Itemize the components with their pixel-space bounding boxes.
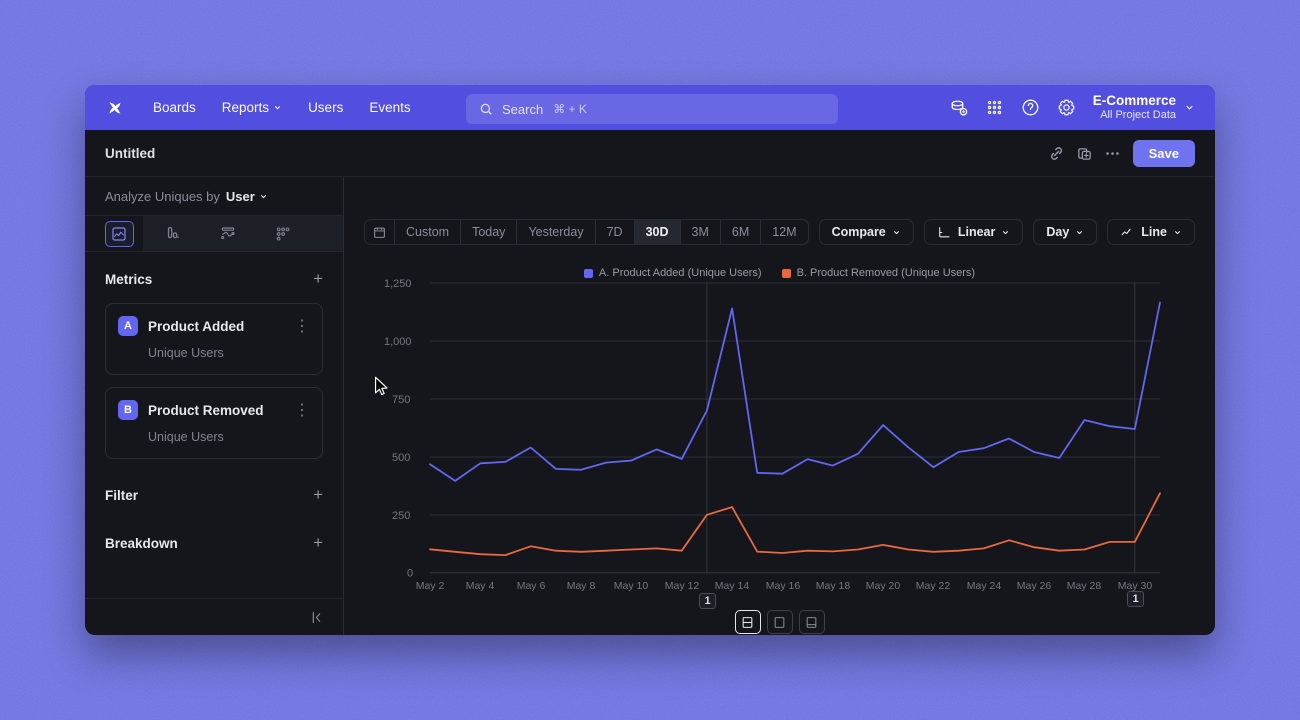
svg-text:750: 750 [392, 394, 410, 406]
svg-text:1,000: 1,000 [384, 336, 412, 348]
svg-text:May 28: May 28 [1067, 580, 1102, 592]
svg-text:May 4: May 4 [466, 580, 495, 592]
svg-text:1,250: 1,250 [384, 278, 412, 290]
svg-text:May 14: May 14 [715, 580, 750, 592]
svg-text:May 6: May 6 [517, 580, 546, 592]
svg-text:May 10: May 10 [614, 580, 649, 592]
svg-text:May 20: May 20 [866, 580, 901, 592]
svg-text:250: 250 [392, 510, 410, 522]
svg-text:May 12: May 12 [665, 580, 700, 592]
svg-text:May 2: May 2 [416, 580, 445, 592]
svg-text:0: 0 [407, 568, 413, 580]
svg-text:May 8: May 8 [567, 580, 596, 592]
svg-text:May 22: May 22 [916, 580, 951, 592]
svg-text:May 26: May 26 [1017, 580, 1052, 592]
svg-text:May 24: May 24 [967, 580, 1002, 592]
svg-text:May 18: May 18 [816, 580, 851, 592]
svg-text:May 16: May 16 [766, 580, 801, 592]
svg-text:500: 500 [392, 452, 410, 464]
